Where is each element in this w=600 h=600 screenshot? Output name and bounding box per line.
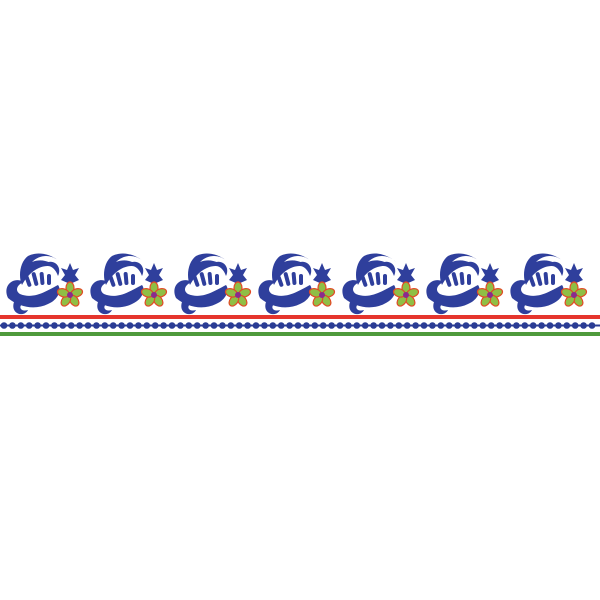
bead-dot — [9, 322, 16, 329]
bead-dot — [471, 322, 478, 329]
dot-row — [0, 322, 600, 329]
motif-row — [5, 252, 589, 315]
bead-dot — [496, 322, 503, 329]
scroll-flower-motif — [173, 252, 253, 315]
bead-dot — [328, 322, 335, 329]
bead-dot — [336, 322, 344, 329]
bead-dot — [277, 322, 285, 329]
bead-dot — [202, 322, 209, 329]
bead-dot — [269, 322, 277, 329]
bead-dot — [76, 322, 83, 329]
bead-dot — [244, 322, 251, 329]
bead-dot — [227, 322, 235, 329]
bead-dot — [387, 322, 394, 329]
bead-dot — [513, 322, 520, 329]
green-line — [0, 332, 600, 336]
bead-dot — [135, 322, 142, 329]
bead-dot — [555, 322, 562, 329]
bead-dot — [261, 322, 268, 329]
bead-dot — [185, 322, 193, 329]
bead-dot — [160, 322, 167, 329]
bead-dot — [437, 322, 445, 329]
bead-dot — [126, 322, 134, 329]
bead-dot — [319, 322, 327, 329]
bead-dot — [361, 322, 369, 329]
bead-dot — [429, 322, 436, 329]
bead-dot — [101, 322, 109, 329]
bead-dot — [311, 322, 319, 329]
bead-dot — [143, 322, 151, 329]
red-line — [0, 315, 600, 319]
bead-dot — [193, 322, 201, 329]
bead-dot — [378, 322, 386, 329]
bead-dot — [151, 322, 159, 329]
bead-dot — [303, 322, 310, 329]
bead-dot — [420, 322, 428, 329]
bead-dot — [462, 322, 470, 329]
bead-dot — [25, 322, 33, 329]
bead-dot — [395, 322, 403, 329]
bead-dot — [219, 322, 226, 329]
bead-dot — [487, 322, 495, 329]
scroll-flower-motif — [5, 252, 85, 315]
bead-dot — [210, 322, 218, 329]
bead-dot — [84, 322, 92, 329]
bead-dot — [93, 322, 100, 329]
bead-dot — [345, 322, 352, 329]
bead-dot — [34, 322, 41, 329]
bead-dot — [286, 322, 293, 329]
bead-dot — [580, 322, 587, 329]
bead-dot — [454, 322, 461, 329]
bead-dot — [370, 322, 377, 329]
bead-dot — [118, 322, 125, 329]
bead-dot — [571, 322, 579, 329]
bead-dot — [168, 322, 176, 329]
scroll-flower-motif — [257, 252, 337, 315]
bead-dot — [521, 322, 529, 329]
bead-dot — [42, 322, 50, 329]
bead-dot — [235, 322, 243, 329]
bead-dot — [529, 322, 537, 329]
bead-dot — [51, 322, 58, 329]
scroll-flower-motif — [509, 252, 589, 315]
bead-dot — [252, 322, 260, 329]
bead-dot — [563, 322, 571, 329]
bead-dot — [403, 322, 411, 329]
bead-dot — [0, 322, 8, 329]
bead-dot — [538, 322, 545, 329]
bead-dot — [177, 322, 184, 329]
bead-dot — [17, 322, 25, 329]
bead-dot — [67, 322, 75, 329]
bead-dot — [353, 322, 361, 329]
bead-dot — [109, 322, 117, 329]
bead-dot — [504, 322, 512, 329]
bead-dot — [412, 322, 419, 329]
scroll-flower-motif — [341, 252, 421, 315]
scroll-flower-motif — [89, 252, 169, 315]
scroll-flower-motif — [425, 252, 505, 315]
bead-dot — [294, 322, 302, 329]
bead-dot — [546, 322, 554, 329]
bead-dot — [445, 322, 453, 329]
bead-dot — [588, 322, 596, 329]
bead-dot — [59, 322, 67, 329]
bead-dot — [479, 322, 487, 329]
